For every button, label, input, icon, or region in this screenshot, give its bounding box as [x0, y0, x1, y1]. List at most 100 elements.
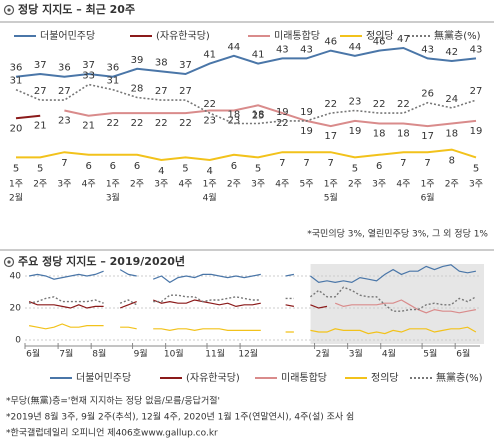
x-tick-label: 7월: [59, 348, 73, 360]
x-tick-label: 6월: [26, 348, 40, 360]
value-label: 37: [82, 60, 95, 71]
value-label: 22: [276, 118, 289, 129]
value-label: 26: [421, 89, 434, 100]
month-label: 6월: [421, 192, 435, 204]
x-tick-label: 2주: [348, 179, 362, 190]
value-label: 31: [106, 76, 119, 87]
legend-label: 정의당: [371, 372, 399, 384]
value-label: 5: [255, 163, 261, 174]
value-label: 23: [228, 116, 241, 127]
value-label: 28: [131, 83, 144, 94]
x-tick-label: 1주: [106, 179, 120, 190]
x-tick-label: 4주: [82, 179, 96, 190]
series-line: [28, 264, 477, 284]
value-label: 7: [279, 158, 285, 169]
x-tick-label: 3주: [251, 179, 265, 190]
x-tick-label: 4주: [178, 179, 192, 190]
month-label: 4월: [203, 192, 217, 204]
value-label: 22: [324, 99, 337, 110]
x-tick-label: 2주: [33, 179, 47, 190]
title-icon-dot: [7, 260, 11, 264]
value-label: 6: [110, 161, 116, 172]
x-tick-label: 1주: [324, 179, 338, 190]
x-tick-label: 12월: [238, 348, 258, 360]
x-tick-label: 9월: [134, 348, 148, 360]
value-label: 25: [252, 110, 265, 121]
value-label: 19: [349, 126, 362, 137]
value-label: 43: [276, 44, 289, 55]
series-line: [15, 114, 41, 120]
x-tick-label: 1주: [9, 179, 23, 190]
legend-label: 정의당: [366, 30, 394, 42]
value-label: 41: [203, 50, 216, 61]
value-label: 23: [58, 116, 71, 127]
series-line: [15, 46, 477, 78]
value-label: 19: [300, 126, 313, 137]
legend-label: 미래통합당: [281, 372, 327, 384]
value-label: 22: [106, 118, 119, 129]
value-label: 17: [324, 131, 337, 142]
legend-label: (자유한국당): [156, 30, 210, 42]
x-tick-label: 3주: [372, 179, 386, 190]
x-tick-label: 3월: [349, 348, 363, 360]
series-line: [28, 286, 477, 312]
footnote: *한국갤럽데일리 오피니언 제406호www.gallup.co.kr: [6, 427, 218, 439]
x-tick-label: 1주: [203, 179, 217, 190]
value-label: 7: [303, 158, 309, 169]
value-label: 22: [397, 99, 410, 110]
x-tick-label: 11월: [205, 348, 225, 360]
y-tick-label: 20: [10, 304, 22, 314]
value-label: 19: [470, 126, 483, 137]
x-tick-label: 3주: [154, 179, 168, 190]
legend-label: 더불어민주당: [40, 30, 95, 42]
value-label: 43: [421, 44, 434, 55]
value-label: 18: [228, 110, 241, 121]
value-label: 37: [34, 60, 47, 71]
value-label: 27: [34, 86, 47, 97]
value-label: 4: [206, 166, 212, 177]
x-tick-label: 4주: [275, 179, 289, 190]
value-label: 36: [58, 63, 71, 74]
month-label: 3월: [106, 192, 120, 204]
x-tick-label: 10월: [164, 348, 184, 360]
value-label: 43: [300, 44, 313, 55]
value-label: 27: [58, 86, 71, 97]
value-label: 8: [449, 156, 455, 167]
value-label: 6: [85, 161, 91, 172]
x-tick-label: 2주: [130, 179, 144, 190]
x-tick-label: 2월: [316, 348, 330, 360]
value-label: 7: [424, 158, 430, 169]
value-label: 5: [182, 163, 188, 174]
value-label: 19: [276, 107, 289, 118]
value-label: 18: [373, 129, 386, 140]
value-label: 19: [300, 107, 313, 118]
value-label: 44: [349, 42, 362, 53]
value-label: 39: [131, 55, 144, 66]
value-label: 7: [400, 158, 406, 169]
series-line: [15, 83, 477, 125]
legend-label: 더불어민주당: [76, 372, 131, 384]
y-tick-label: 40: [10, 272, 22, 282]
legend-label: 無黨층(%): [434, 29, 481, 42]
footnote: *무당(無黨)층='현재 지지하는 정당 없음/모름/응답거절': [6, 395, 220, 407]
value-label: 22: [131, 118, 144, 129]
chart-title: 정당 지지도 – 최근 20주: [18, 2, 135, 16]
value-label: 43: [470, 44, 483, 55]
title-icon: [3, 4, 15, 16]
legend-label: 無黨층(%): [436, 371, 483, 384]
value-label: 18: [252, 110, 265, 121]
footnote: *2019년 8월 3주, 9월 2주(추석), 12월 4주, 2020년 1…: [6, 411, 354, 423]
x-tick-label: 3주: [57, 179, 71, 190]
x-tick-label: 6월: [456, 348, 470, 360]
x-tick-label: 3주: [469, 179, 483, 190]
value-label: 21: [34, 121, 47, 132]
value-label: 23: [203, 116, 216, 127]
y-tick-label: 0: [15, 336, 21, 346]
value-label: 33: [82, 70, 95, 81]
value-label: 22: [155, 118, 168, 129]
value-label: 41: [252, 50, 265, 61]
value-label: 5: [13, 163, 19, 174]
value-label: 5: [473, 163, 479, 174]
x-tick-label: 2주: [445, 179, 459, 190]
